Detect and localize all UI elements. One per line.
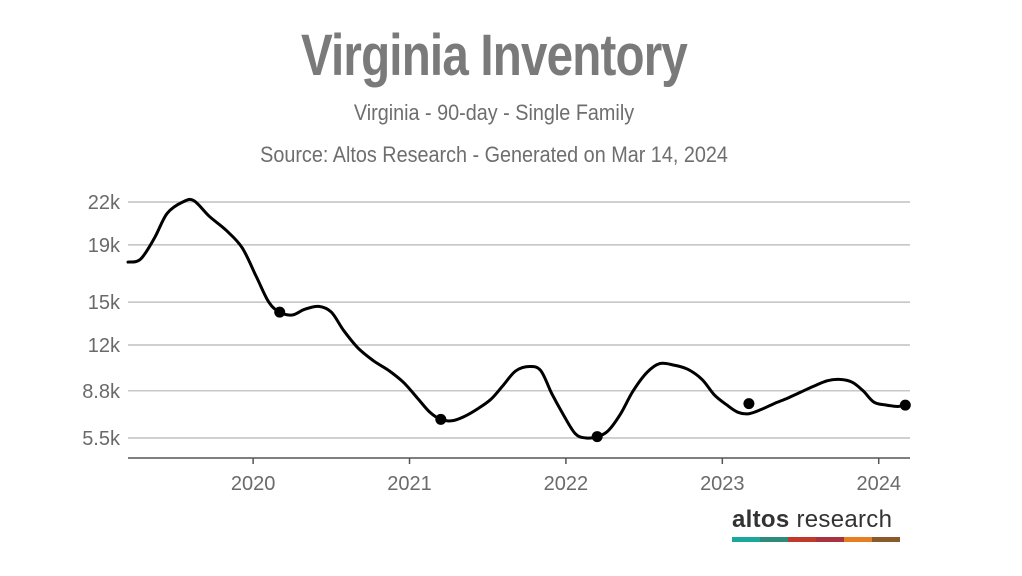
y-tick-label: 15k [88, 292, 121, 314]
logo-bar-segment [788, 537, 816, 542]
grid-lines [128, 201, 910, 459]
logo-bar-segment [872, 537, 900, 542]
logo-bar-segment [816, 537, 844, 542]
series-line [126, 197, 907, 440]
x-tick-label: 2022 [544, 473, 589, 495]
chart-subtitle: Virginia - 90-day - Single Family [353, 100, 635, 125]
y-tick-label: 12k [88, 335, 121, 357]
logo-bar-segment [732, 537, 760, 542]
y-tick-label: 19k [88, 235, 121, 257]
x-tick-label: 2023 [700, 473, 745, 495]
y-tick-label: 8.8k [82, 381, 121, 403]
x-tick-label: 2024 [856, 473, 901, 495]
x-tick-label: 2020 [231, 473, 276, 495]
logo-bar-segment [760, 537, 788, 542]
x-tick-label: 2021 [387, 473, 432, 495]
y-tick-label: 22k [88, 192, 121, 214]
y-axis-ticks: 5.5k 8.8k 12k 15k 19k 22k [82, 192, 121, 450]
altos-research-logo: altos research [732, 506, 904, 542]
data-point-marker [435, 413, 447, 425]
logo-bar-segment [844, 537, 872, 542]
logo-word-altos: altos [732, 506, 790, 533]
data-point-marker [899, 399, 911, 411]
logo-wordmark: altos research [732, 506, 904, 534]
x-axis-ticks: 2020 2021 2022 2023 2024 [231, 458, 901, 495]
logo-word-research: research [796, 506, 893, 533]
logo-color-bar [732, 537, 900, 542]
chart-title: Virginia Inventory [300, 23, 688, 88]
chart-source: Source: Altos Research - Generated on Ma… [260, 142, 728, 167]
series-group [126, 197, 911, 443]
data-point-marker [591, 431, 603, 443]
y-tick-label: 5.5k [82, 428, 121, 450]
data-point-marker [743, 398, 755, 410]
data-point-marker [274, 306, 286, 318]
